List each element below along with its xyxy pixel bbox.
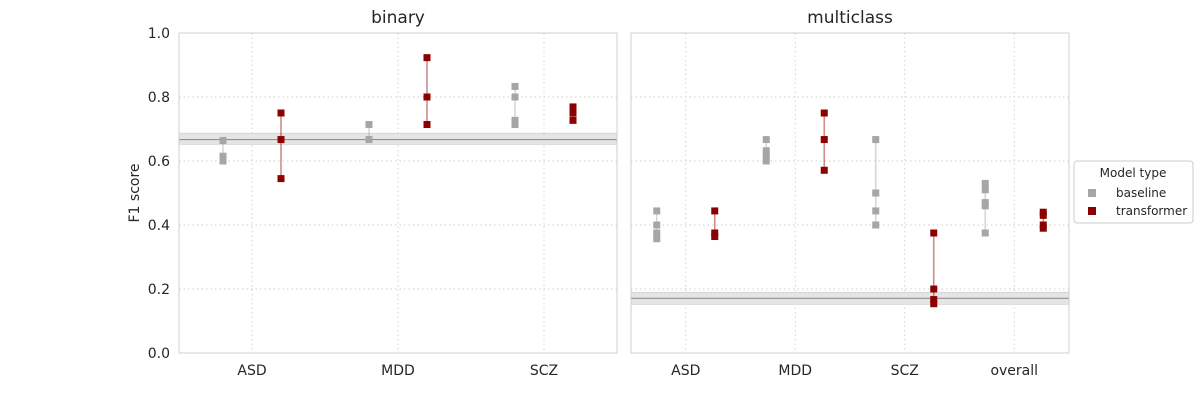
baseline-point bbox=[872, 189, 880, 197]
baseline-point bbox=[762, 136, 770, 144]
transformer-point bbox=[423, 93, 431, 101]
baseline-point bbox=[511, 116, 519, 124]
transformer-point bbox=[1039, 224, 1047, 232]
transformer-point bbox=[277, 175, 285, 183]
transformer-point bbox=[930, 300, 938, 308]
legend-title: Model type bbox=[1100, 166, 1167, 180]
transformer-point bbox=[711, 233, 719, 241]
baseline-point bbox=[219, 137, 227, 145]
x-tick-label: MDD bbox=[381, 363, 415, 379]
baseline-point bbox=[653, 229, 661, 237]
panel-background bbox=[179, 33, 617, 353]
baseline-point bbox=[762, 152, 770, 160]
x-tick-label: ASD bbox=[671, 363, 700, 379]
baseline-point bbox=[511, 121, 519, 129]
y-tick-label: 0.2 bbox=[148, 282, 170, 298]
panel-background bbox=[631, 33, 1069, 353]
x-tick-label: ASD bbox=[237, 363, 266, 379]
transformer-point bbox=[930, 229, 938, 237]
baseline-point bbox=[219, 157, 227, 165]
y-tick-label: 0.6 bbox=[148, 154, 170, 170]
x-tick-label: MDD bbox=[778, 363, 812, 379]
baseline-point bbox=[511, 93, 519, 101]
baseline-point bbox=[653, 235, 661, 243]
chance-band bbox=[178, 132, 618, 145]
panel-frame bbox=[630, 32, 1070, 354]
y-tick-label: 0.4 bbox=[148, 218, 170, 234]
baseline-point bbox=[872, 221, 880, 229]
baseline-point bbox=[872, 136, 880, 144]
transformer-point bbox=[277, 136, 285, 144]
legend-box bbox=[1073, 160, 1194, 224]
panel-title: multiclass bbox=[807, 8, 893, 28]
x-tick-label: SCZ bbox=[891, 363, 919, 379]
transformer-point bbox=[569, 116, 577, 124]
baseline-point bbox=[365, 121, 373, 129]
transformer-point bbox=[820, 109, 828, 117]
transformer-point bbox=[711, 229, 719, 237]
legend-label: baseline bbox=[1116, 186, 1166, 200]
transformer-point bbox=[1039, 211, 1047, 219]
baseline-point bbox=[653, 207, 661, 215]
x-tick-label: overall bbox=[990, 363, 1038, 379]
baseline-point bbox=[511, 82, 519, 90]
baseline-point bbox=[981, 186, 989, 194]
baseline-point bbox=[762, 157, 770, 165]
transformer-point bbox=[569, 103, 577, 111]
transformer-point bbox=[820, 166, 828, 174]
transformer-point bbox=[711, 207, 719, 215]
transformer-point bbox=[930, 296, 938, 304]
y-tick-label: 1.0 bbox=[148, 26, 170, 42]
panel-frame bbox=[178, 32, 618, 354]
y-tick-label: 0.8 bbox=[148, 90, 170, 106]
baseline-point bbox=[981, 229, 989, 237]
legend-marker bbox=[1088, 207, 1096, 215]
baseline-point bbox=[653, 221, 661, 229]
transformer-point bbox=[277, 109, 285, 117]
baseline-point bbox=[365, 136, 373, 144]
baseline-point bbox=[872, 207, 880, 215]
y-axis-label: F1 score bbox=[127, 163, 143, 222]
transformer-point bbox=[930, 285, 938, 293]
transformer-point bbox=[423, 54, 431, 62]
x-tick-label: SCZ bbox=[530, 363, 558, 379]
panel-title: binary bbox=[371, 8, 425, 28]
transformer-point bbox=[820, 136, 828, 144]
baseline-point bbox=[762, 147, 770, 155]
transformer-point bbox=[423, 121, 431, 129]
baseline-point bbox=[981, 202, 989, 210]
legend-marker bbox=[1088, 189, 1096, 197]
y-tick-label: 0.0 bbox=[148, 346, 170, 362]
baseline-point bbox=[981, 179, 989, 187]
transformer-point bbox=[569, 109, 577, 117]
baseline-point bbox=[219, 152, 227, 160]
legend-label: transformer bbox=[1116, 204, 1187, 218]
